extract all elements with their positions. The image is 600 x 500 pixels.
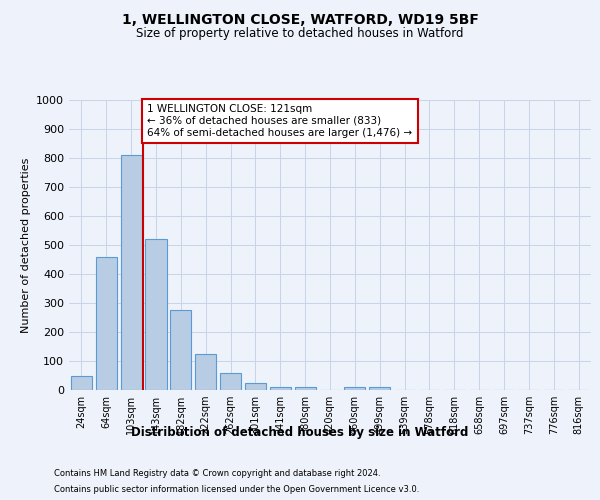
Y-axis label: Number of detached properties: Number of detached properties	[20, 158, 31, 332]
Bar	[96, 256, 117, 390]
Text: Distribution of detached houses by size in Watford: Distribution of detached houses by size …	[131, 426, 469, 439]
Bar	[71, 376, 92, 390]
Text: Contains public sector information licensed under the Open Government Licence v3: Contains public sector information licen…	[54, 485, 419, 494]
Bar	[245, 383, 266, 390]
Bar	[145, 239, 167, 390]
Bar	[369, 387, 390, 390]
Bar	[295, 387, 316, 390]
Text: 1, WELLINGTON CLOSE, WATFORD, WD19 5BF: 1, WELLINGTON CLOSE, WATFORD, WD19 5BF	[122, 12, 478, 26]
Bar	[220, 372, 241, 390]
Bar	[121, 155, 142, 390]
Bar	[195, 354, 216, 390]
Text: Size of property relative to detached houses in Watford: Size of property relative to detached ho…	[136, 28, 464, 40]
Bar	[170, 310, 191, 390]
Text: Contains HM Land Registry data © Crown copyright and database right 2024.: Contains HM Land Registry data © Crown c…	[54, 468, 380, 477]
Bar	[344, 387, 365, 390]
Text: 1 WELLINGTON CLOSE: 121sqm
← 36% of detached houses are smaller (833)
64% of sem: 1 WELLINGTON CLOSE: 121sqm ← 36% of deta…	[148, 104, 412, 138]
Bar	[270, 387, 291, 390]
